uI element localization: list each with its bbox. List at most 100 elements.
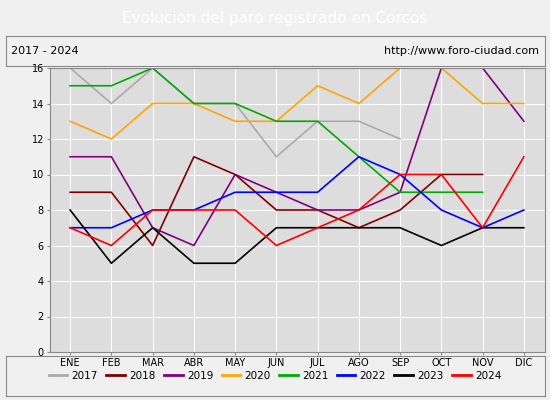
2022 [520,208,527,212]
2019 [67,154,74,159]
2017 [315,119,321,124]
2019 [315,208,321,212]
2018 [315,208,321,212]
2019 [479,66,486,70]
2017 [232,101,239,106]
2024 [355,208,362,212]
2018 [479,172,486,177]
2024 [438,172,444,177]
2023 [520,225,527,230]
2017 [108,101,115,106]
2020 [315,83,321,88]
2022 [355,154,362,159]
2020 [190,101,197,106]
2020 [273,119,279,124]
Text: Evolucion del paro registrado en Corcos: Evolucion del paro registrado en Corcos [122,10,428,26]
2019 [190,243,197,248]
2020 [397,66,404,70]
2023 [273,225,279,230]
2018 [150,243,156,248]
2022 [315,190,321,195]
Legend: 2017, 2018, 2019, 2020, 2021, 2022, 2023, 2024: 2017, 2018, 2019, 2020, 2021, 2022, 2023… [45,367,505,385]
2021 [232,101,239,106]
2019 [150,225,156,230]
2021 [355,154,362,159]
Line: 2018: 2018 [70,157,483,246]
Line: 2023: 2023 [70,210,524,263]
2023 [355,225,362,230]
2022 [150,208,156,212]
2021 [67,83,74,88]
2020 [438,66,444,70]
Line: 2024: 2024 [70,157,524,246]
2022 [232,190,239,195]
2021 [273,119,279,124]
2021 [479,190,486,195]
2020 [232,119,239,124]
2019 [273,190,279,195]
2017 [150,66,156,70]
2018 [67,190,74,195]
2022 [438,208,444,212]
2019 [520,119,527,124]
2020 [520,101,527,106]
2024 [67,225,74,230]
2022 [273,190,279,195]
2018 [232,172,239,177]
2022 [108,225,115,230]
2021 [315,119,321,124]
2018 [397,208,404,212]
2018 [438,172,444,177]
2024 [520,154,527,159]
2019 [108,154,115,159]
2021 [190,101,197,106]
2024 [108,243,115,248]
2022 [190,208,197,212]
2017 [190,101,197,106]
2024 [273,243,279,248]
2021 [108,83,115,88]
2023 [438,243,444,248]
2018 [190,154,197,159]
Line: 2019: 2019 [70,68,524,246]
2020 [355,101,362,106]
2023 [150,225,156,230]
2021 [397,190,404,195]
2020 [108,137,115,142]
2019 [355,208,362,212]
2017 [355,119,362,124]
2020 [150,101,156,106]
Line: 2017: 2017 [70,68,400,157]
2023 [190,261,197,266]
2017 [273,154,279,159]
2023 [232,261,239,266]
Line: 2020: 2020 [70,68,524,139]
2023 [108,261,115,266]
2023 [315,225,321,230]
2024 [397,172,404,177]
2023 [397,225,404,230]
2023 [67,208,74,212]
Line: 2022: 2022 [70,157,524,228]
2021 [438,190,444,195]
2024 [479,225,486,230]
2024 [232,208,239,212]
2017 [67,66,74,70]
2020 [67,119,74,124]
Text: 2017 - 2024: 2017 - 2024 [11,46,79,56]
2019 [397,190,404,195]
2024 [315,225,321,230]
2019 [438,66,444,70]
2018 [108,190,115,195]
2024 [190,208,197,212]
2022 [67,225,74,230]
Line: 2021: 2021 [70,68,483,192]
2020 [479,101,486,106]
2017 [397,137,404,142]
2022 [397,172,404,177]
2021 [150,66,156,70]
2024 [150,208,156,212]
2018 [355,225,362,230]
2022 [479,225,486,230]
Text: http://www.foro-ciudad.com: http://www.foro-ciudad.com [384,46,539,56]
